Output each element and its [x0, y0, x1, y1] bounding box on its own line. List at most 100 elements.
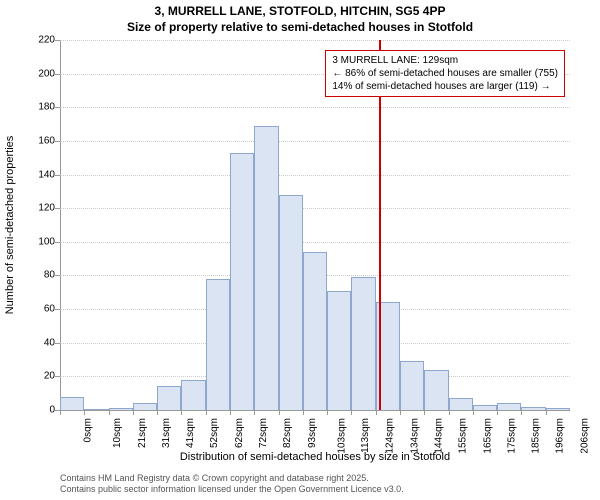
gridline — [60, 242, 570, 243]
x-tick — [449, 410, 450, 415]
gridline — [60, 40, 570, 41]
histogram-bar — [546, 408, 570, 410]
x-tick-label: 103sqm — [336, 418, 347, 454]
x-tick — [473, 410, 474, 415]
y-tick-label: 180 — [38, 102, 55, 113]
y-tick — [55, 309, 60, 310]
gridline — [60, 141, 570, 142]
histogram-bar — [133, 403, 157, 410]
histogram-bar — [449, 398, 473, 410]
histogram-bar — [206, 279, 230, 410]
x-tick — [279, 410, 280, 415]
x-tick — [254, 410, 255, 415]
y-tick-label: 160 — [38, 135, 55, 146]
x-tick-label: 41sqm — [185, 418, 196, 448]
y-tick-label: 80 — [44, 270, 55, 281]
x-tick — [400, 410, 401, 415]
plot-area: 0sqm10sqm21sqm31sqm41sqm52sqm62sqm72sqm8… — [60, 40, 570, 410]
gridline — [60, 175, 570, 176]
y-tick — [55, 275, 60, 276]
histogram-bar — [327, 291, 351, 410]
footer-line1: Contains HM Land Registry data © Crown c… — [60, 473, 404, 485]
x-tick-label: 31sqm — [161, 418, 172, 448]
histogram-bar — [254, 126, 278, 410]
x-tick — [84, 410, 85, 415]
histogram-bar — [351, 277, 375, 410]
x-tick — [546, 410, 547, 415]
y-tick — [55, 107, 60, 108]
x-tick-label: 93sqm — [307, 418, 318, 448]
x-tick-label: 82sqm — [282, 418, 293, 448]
histogram-bar — [424, 370, 448, 410]
x-tick-label: 185sqm — [531, 418, 542, 454]
callout-line2: ← 86% of semi-detached houses are smalle… — [332, 67, 558, 80]
x-tick-label: 10sqm — [112, 418, 123, 448]
histogram-bar — [497, 403, 521, 410]
x-tick — [109, 410, 110, 415]
x-tick-label: 144sqm — [434, 418, 445, 454]
x-tick-label: 113sqm — [360, 418, 371, 453]
x-tick — [133, 410, 134, 415]
y-axis-line — [60, 40, 61, 410]
y-tick — [55, 40, 60, 41]
x-tick-label: 52sqm — [209, 418, 220, 448]
histogram-bar — [279, 195, 303, 410]
histogram-bar — [521, 407, 545, 410]
y-tick-label: 60 — [44, 304, 55, 315]
y-tick-label: 200 — [38, 68, 55, 79]
histogram-bar — [230, 153, 254, 410]
y-tick-label: 20 — [44, 371, 55, 382]
x-tick-label: 196sqm — [555, 418, 566, 454]
x-tick-label: 124sqm — [385, 418, 396, 454]
y-tick-label: 0 — [49, 405, 55, 416]
x-tick-label: 134sqm — [409, 418, 420, 454]
y-axis-label: Number of semi-detached properties — [4, 136, 16, 315]
y-tick-label: 40 — [44, 337, 55, 348]
callout-line1: 3 MURRELL LANE: 129sqm — [332, 54, 558, 67]
histogram-bar — [157, 386, 181, 410]
x-tick — [376, 410, 377, 415]
y-tick — [55, 242, 60, 243]
x-tick — [327, 410, 328, 415]
title-line2: Size of property relative to semi-detach… — [0, 20, 600, 34]
histogram-bar — [473, 405, 497, 410]
footer-line2: Contains public sector information licen… — [60, 484, 404, 496]
y-tick — [55, 208, 60, 209]
x-tick — [206, 410, 207, 415]
chart-container: 3, MURRELL LANE, STOTFOLD, HITCHIN, SG5 … — [0, 0, 600, 500]
x-tick — [521, 410, 522, 415]
x-tick-label: 165sqm — [482, 418, 493, 454]
x-tick-label: 21sqm — [137, 418, 148, 448]
y-tick-label: 140 — [38, 169, 55, 180]
x-tick-label: 155sqm — [458, 418, 469, 454]
x-tick — [60, 410, 61, 415]
gridline — [60, 208, 570, 209]
gridline — [60, 107, 570, 108]
y-tick — [55, 74, 60, 75]
x-tick — [303, 410, 304, 415]
x-tick-label: 72sqm — [258, 418, 269, 448]
x-tick — [230, 410, 231, 415]
x-tick-label: 0sqm — [82, 418, 93, 442]
y-tick-label: 220 — [38, 35, 55, 46]
callout-box: 3 MURRELL LANE: 129sqm ← 86% of semi-det… — [325, 50, 565, 97]
y-tick-label: 100 — [38, 236, 55, 247]
x-tick-label: 206sqm — [579, 418, 590, 454]
x-axis-label: Distribution of semi-detached houses by … — [60, 451, 570, 463]
y-tick — [55, 376, 60, 377]
y-tick — [55, 175, 60, 176]
x-axis-line — [60, 410, 570, 411]
x-tick — [424, 410, 425, 415]
callout-line3: 14% of semi-detached houses are larger (… — [332, 80, 558, 93]
y-tick-label: 120 — [38, 203, 55, 214]
histogram-bar — [400, 361, 424, 410]
histogram-bar — [84, 409, 108, 410]
histogram-bar — [60, 397, 84, 410]
footer: Contains HM Land Registry data © Crown c… — [60, 473, 404, 496]
histogram-bar — [109, 408, 133, 410]
title-line1: 3, MURRELL LANE, STOTFOLD, HITCHIN, SG5 … — [0, 4, 600, 18]
y-tick — [55, 343, 60, 344]
x-tick-label: 175sqm — [506, 418, 517, 454]
x-tick — [157, 410, 158, 415]
x-tick — [181, 410, 182, 415]
